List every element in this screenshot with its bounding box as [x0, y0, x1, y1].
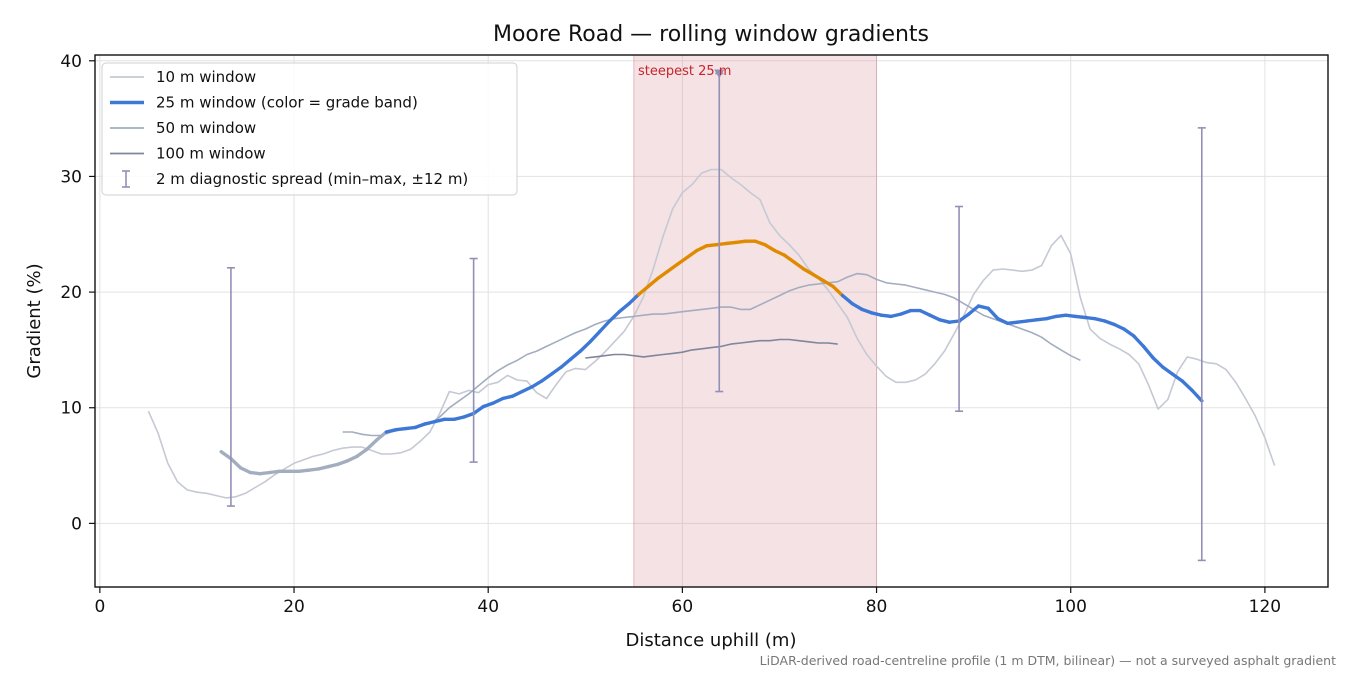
- series-segment-25m: [685, 248, 699, 260]
- series-segment-25m: [772, 248, 786, 257]
- series-segment-25m: [753, 239, 767, 247]
- x-tick-label: 0: [94, 597, 105, 617]
- series-segment-25m: [928, 313, 942, 322]
- series-segment-25m: [530, 379, 544, 389]
- series-segment-25m: [481, 401, 495, 409]
- series-segment-25m: [899, 308, 913, 316]
- series-segment-25m: [238, 466, 253, 475]
- series-segment-25m: [695, 244, 709, 253]
- series-line-50m: [342, 272, 1081, 437]
- series-segment-25m: [646, 276, 660, 288]
- series-segment-25m: [831, 284, 845, 298]
- series-segment-25m: [656, 269, 670, 280]
- series-segment-25m: [355, 447, 369, 458]
- series-segment-25m: [1122, 327, 1136, 338]
- series-segment-25m: [617, 302, 631, 314]
- footnote: LiDAR-derived road-centreline profile (1…: [760, 653, 1336, 668]
- steepest-25m-band: [633, 55, 878, 587]
- series-segment-25m: [850, 302, 864, 312]
- highlight-label: steepest 25 m: [638, 64, 731, 79]
- series-segment-25m: [1190, 388, 1204, 403]
- y-tick-label: 40: [60, 52, 82, 72]
- series-segment-25m: [637, 284, 651, 297]
- series-segment-25m: [675, 255, 689, 266]
- series-segment-25m: [792, 260, 806, 271]
- x-tick-label: 20: [283, 597, 305, 617]
- x-axis: 0 20 40 60 80 100 120: [94, 587, 1281, 617]
- chart-title: Moore Road — rolling window gradients: [493, 22, 929, 47]
- legend-label: 10 m window: [156, 68, 256, 86]
- x-tick-label: 100: [1054, 597, 1086, 617]
- series-segment-25m: [345, 454, 359, 463]
- y-tick-label: 10: [60, 399, 82, 419]
- series-segment-25m: [1141, 344, 1155, 360]
- series-segment-25m: [471, 404, 485, 416]
- series-segment-25m: [666, 262, 680, 273]
- legend-label: 50 m window: [156, 119, 256, 137]
- series-segment-25m: [559, 357, 573, 369]
- series-segment-25m: [413, 422, 427, 430]
- series-segment-25m: [520, 385, 534, 394]
- x-tick-label: 60: [672, 597, 694, 617]
- y-tick-label: 20: [60, 283, 82, 303]
- series-segment-25m: [967, 304, 981, 316]
- series-segment-25m: [1102, 319, 1117, 327]
- series-segment-25m: [1112, 322, 1126, 331]
- series-segment-25m: [607, 310, 621, 323]
- series-segment-25m: [588, 329, 602, 344]
- series-segment-25m: [1132, 334, 1146, 349]
- legend-label: 25 m window (color = grade band): [156, 94, 418, 112]
- series-segment-25m: [996, 317, 1010, 325]
- series-segment-25m: [957, 312, 971, 323]
- x-tick-label: 40: [477, 597, 499, 617]
- series-segment-25m: [569, 349, 583, 361]
- series-segment-25m: [1180, 379, 1194, 393]
- series-segment-25m: [782, 253, 796, 264]
- x-tick-label: 80: [866, 597, 888, 617]
- series-segment-25m: [229, 456, 243, 470]
- series-segment-25m: [986, 306, 1000, 321]
- series-segment-25m: [336, 459, 350, 467]
- series-segment-25m: [802, 267, 816, 277]
- series-segment-25m: [598, 319, 612, 334]
- series-segment-25m: [578, 340, 592, 353]
- y-axis: 0 10 20 30 40: [60, 52, 95, 534]
- series-segment-25m: [821, 278, 835, 288]
- y-tick-label: 30: [60, 167, 82, 187]
- series-segment-25m: [918, 308, 932, 317]
- series-segment-25m: [374, 430, 388, 442]
- x-tick-label: 120: [1249, 597, 1281, 617]
- steepest-band: [633, 55, 878, 587]
- series-segment-25m: [763, 242, 777, 253]
- legend-label: 2 m diagnostic spread (min–max, ±12 m): [156, 170, 468, 188]
- series-segment-25m: [462, 411, 476, 419]
- series-segment-25m: [365, 438, 379, 452]
- series-segment-25m: [510, 389, 524, 398]
- series-segment-25m: [549, 365, 563, 376]
- y-axis-label: Gradient (%): [24, 263, 45, 378]
- plot-frame: [94, 54, 1329, 588]
- series-segment-25m: [840, 293, 854, 306]
- series-line-100m: [585, 338, 838, 359]
- series-segment-25m: [1170, 372, 1185, 383]
- series-segment-25m: [1151, 356, 1165, 369]
- series-segment-25m: [860, 307, 874, 315]
- steepest-marker: [714, 69, 725, 79]
- series-segment-25m: [1161, 365, 1175, 376]
- x-axis-label: Distance uphill (m): [626, 630, 797, 651]
- series-segment-25m: [219, 450, 233, 461]
- series-layer: [147, 168, 1276, 499]
- error-bars: [226, 69, 1206, 562]
- legend-box: [101, 62, 518, 196]
- series-segment-25m: [491, 396, 505, 405]
- series-segment-25m: [811, 273, 825, 283]
- y-tick-label: 0: [71, 514, 82, 534]
- legend-label: 100 m window: [156, 145, 266, 163]
- series-segment-25m: [627, 292, 641, 306]
- legend: 10 m window 25 m window (color = grade ba…: [101, 62, 518, 196]
- series-segment-25m: [539, 372, 553, 383]
